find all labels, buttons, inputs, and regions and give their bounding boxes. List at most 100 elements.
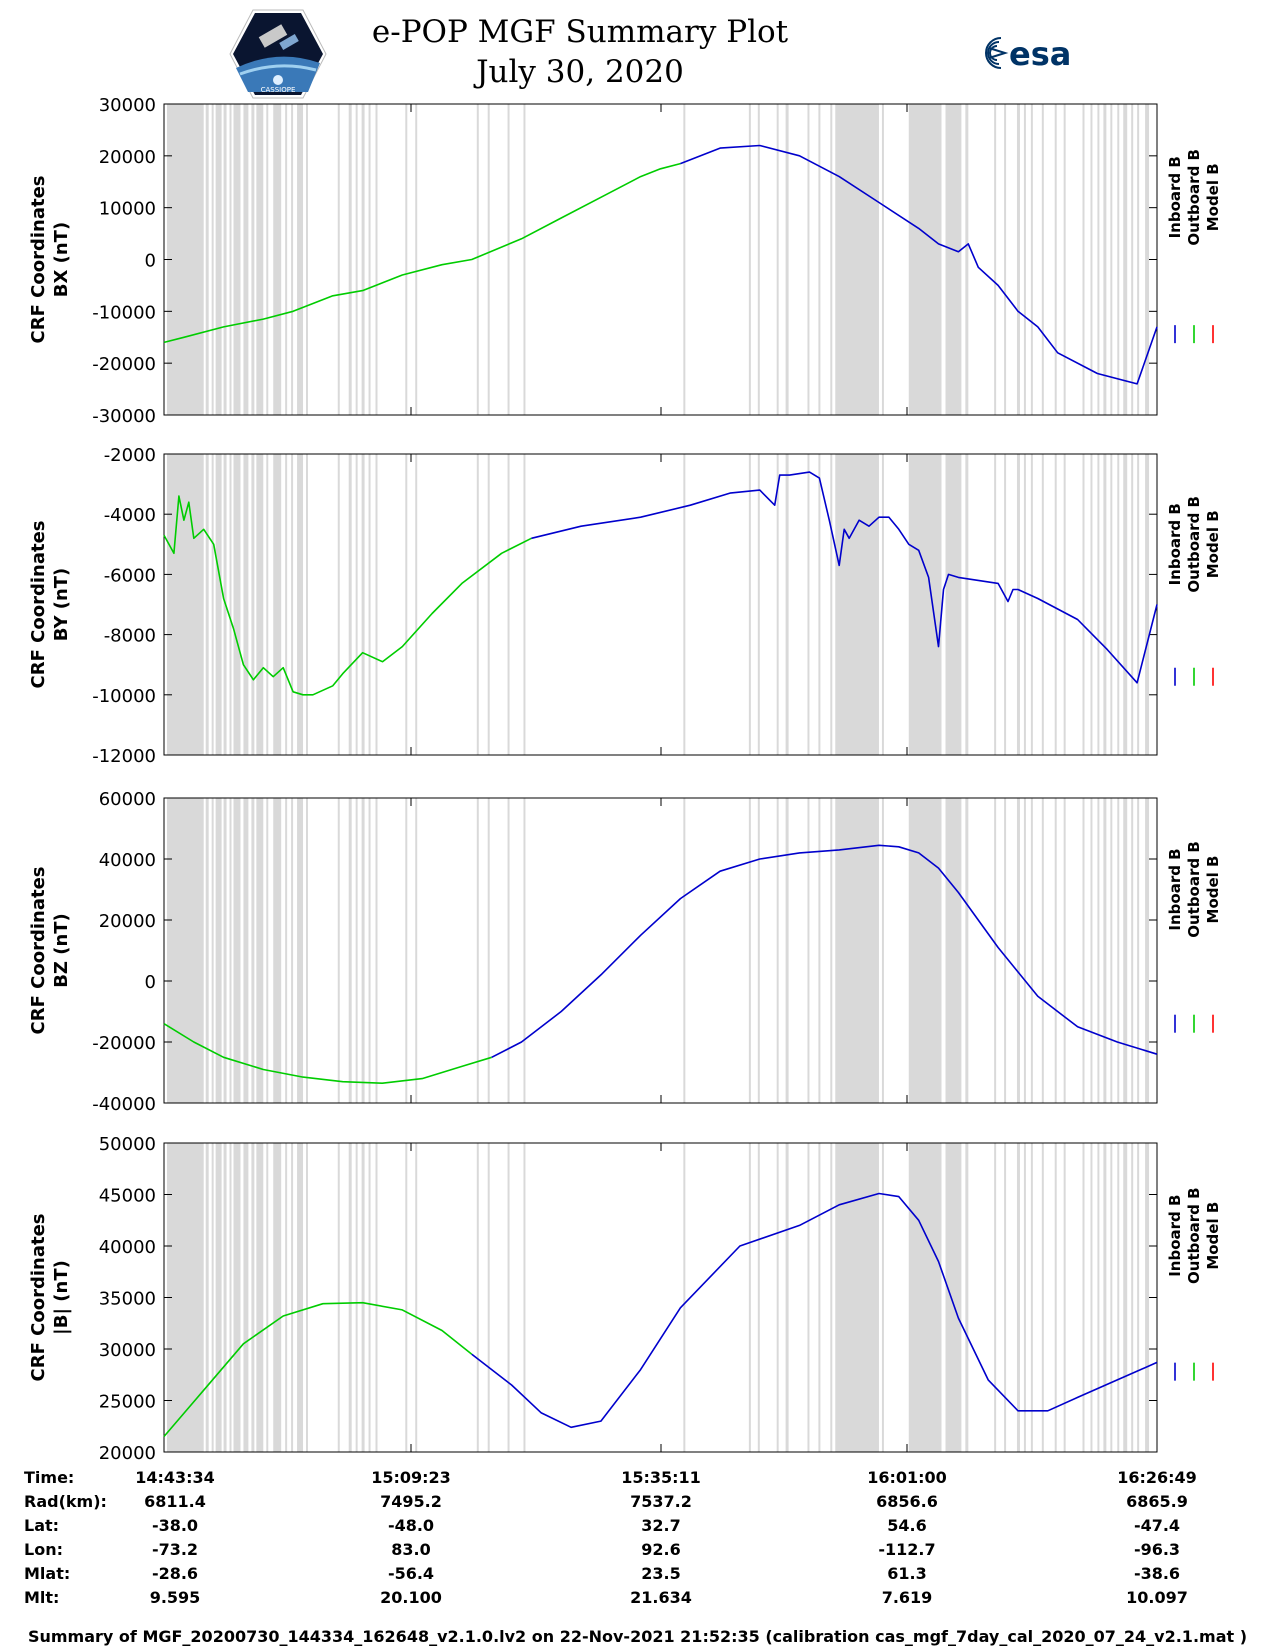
gap-band [273, 454, 282, 755]
gap-band [266, 1143, 269, 1452]
gap-band [1063, 798, 1066, 1103]
y-tick-label: 60000 [99, 789, 156, 810]
gap-band [1123, 1143, 1128, 1452]
y-tick-label: 20000 [99, 147, 156, 168]
gap-band [285, 104, 288, 415]
gap-band [965, 104, 969, 415]
gap-band [305, 798, 308, 1103]
gap-band [1090, 798, 1093, 1103]
info-cell: 9.595 [149, 1588, 201, 1607]
y-tick-label: -20000 [92, 1033, 156, 1054]
legend-label-model: Model B [1204, 510, 1222, 578]
gap-band [908, 104, 942, 415]
legend-label-outboard: Outboard B [1185, 496, 1203, 593]
gap-band [807, 798, 810, 1103]
gap-band [1145, 1143, 1150, 1452]
info-row-label: Time: [24, 1468, 75, 1487]
y-tick-label: 45000 [99, 1186, 156, 1207]
gap-band [1117, 1143, 1120, 1452]
gap-band [229, 454, 232, 755]
gap-band [507, 1143, 510, 1452]
gap-band [1131, 454, 1134, 755]
y-tick-label: 25000 [99, 1392, 156, 1413]
gap-band [205, 454, 209, 755]
legend-label-outboard: Outboard B [1185, 841, 1203, 938]
gap-band [1004, 454, 1007, 755]
gap-band [1117, 454, 1120, 755]
gap-band [375, 798, 378, 1103]
info-row: Rad(km): 6811.4 7495.2 7537.2 6856.6 6865.9 [0, 1492, 1275, 1516]
gap-band [215, 454, 222, 755]
gap-band [476, 798, 479, 1103]
gap-band [1030, 454, 1033, 755]
series-line-outboard-b [163, 162, 681, 344]
gap-band [1054, 104, 1057, 415]
y-tick-label: -10000 [92, 686, 156, 707]
gap-band [166, 798, 204, 1103]
gap-band [776, 1143, 779, 1452]
info-row-label: Mlat: [24, 1564, 71, 1583]
gap-band [757, 798, 760, 1103]
gap-band [523, 1143, 526, 1452]
svg-text:esa: esa [1009, 35, 1071, 73]
info-cell: 32.7 [641, 1516, 681, 1535]
gap-band [1041, 798, 1044, 1103]
gap-band [211, 798, 214, 1103]
gap-band [405, 798, 408, 1103]
gap-band [348, 454, 352, 755]
info-cell: 20.100 [380, 1588, 442, 1607]
gap-band [1145, 454, 1150, 755]
gap-band [166, 104, 204, 415]
info-row: Mlat: -28.6 -56.4 23.5 61.3 -38.6 [0, 1564, 1275, 1588]
info-cell: 15:09:23 [371, 1468, 451, 1487]
y-tick-label: -8000 [104, 626, 156, 647]
gap-band [405, 454, 408, 755]
gap-band [835, 454, 879, 755]
info-cell: 23.5 [641, 1564, 681, 1583]
legend-label-outboard: Outboard B [1185, 149, 1203, 246]
gap-band [476, 454, 479, 755]
gap-band [1137, 1143, 1140, 1452]
cassiope-logo: CASSIOPE [229, 9, 327, 99]
series-line-outboard-b [163, 495, 532, 696]
gap-band [994, 798, 997, 1103]
info-cell: 6856.6 [876, 1492, 938, 1511]
info-cell: -96.3 [1133, 1540, 1181, 1559]
gap-band [215, 104, 222, 415]
legend-label-inboard: Inboard B [1166, 848, 1184, 930]
info-cell: -73.2 [151, 1540, 199, 1559]
gap-band [256, 798, 264, 1103]
gap-band [233, 1143, 241, 1452]
info-cell: -38.6 [1133, 1564, 1181, 1583]
legend-label-outboard: Outboard B [1185, 1187, 1203, 1284]
gap-band [1110, 798, 1113, 1103]
gap-band [1131, 104, 1134, 415]
gap-band [908, 798, 942, 1103]
gap-band [523, 104, 526, 415]
gap-band [683, 454, 686, 755]
info-cell: 83.0 [391, 1540, 431, 1559]
gap-band [166, 1143, 204, 1452]
gap-band [1054, 1143, 1057, 1452]
y-axis-label: CRF Coordinates [28, 867, 49, 1035]
gap-band [776, 454, 779, 755]
gap-band [1082, 454, 1085, 755]
y-tick-label: -10000 [92, 302, 156, 323]
gap-band [1063, 1143, 1066, 1452]
gap-band [1131, 798, 1134, 1103]
gap-band [748, 798, 751, 1103]
gap-band [1137, 104, 1140, 415]
gap-band [881, 104, 884, 415]
gap-band [273, 104, 282, 415]
gap-band [776, 798, 779, 1103]
gap-band [355, 454, 358, 755]
gap-band [1097, 798, 1100, 1103]
gap-band [297, 1143, 304, 1452]
gap-band [807, 1143, 810, 1452]
info-cell: 61.3 [887, 1564, 927, 1583]
gap-band [361, 1143, 365, 1452]
gap-band [1131, 1143, 1134, 1452]
gap-band [368, 1143, 371, 1452]
gap-band [223, 798, 227, 1103]
gap-band [1137, 798, 1140, 1103]
